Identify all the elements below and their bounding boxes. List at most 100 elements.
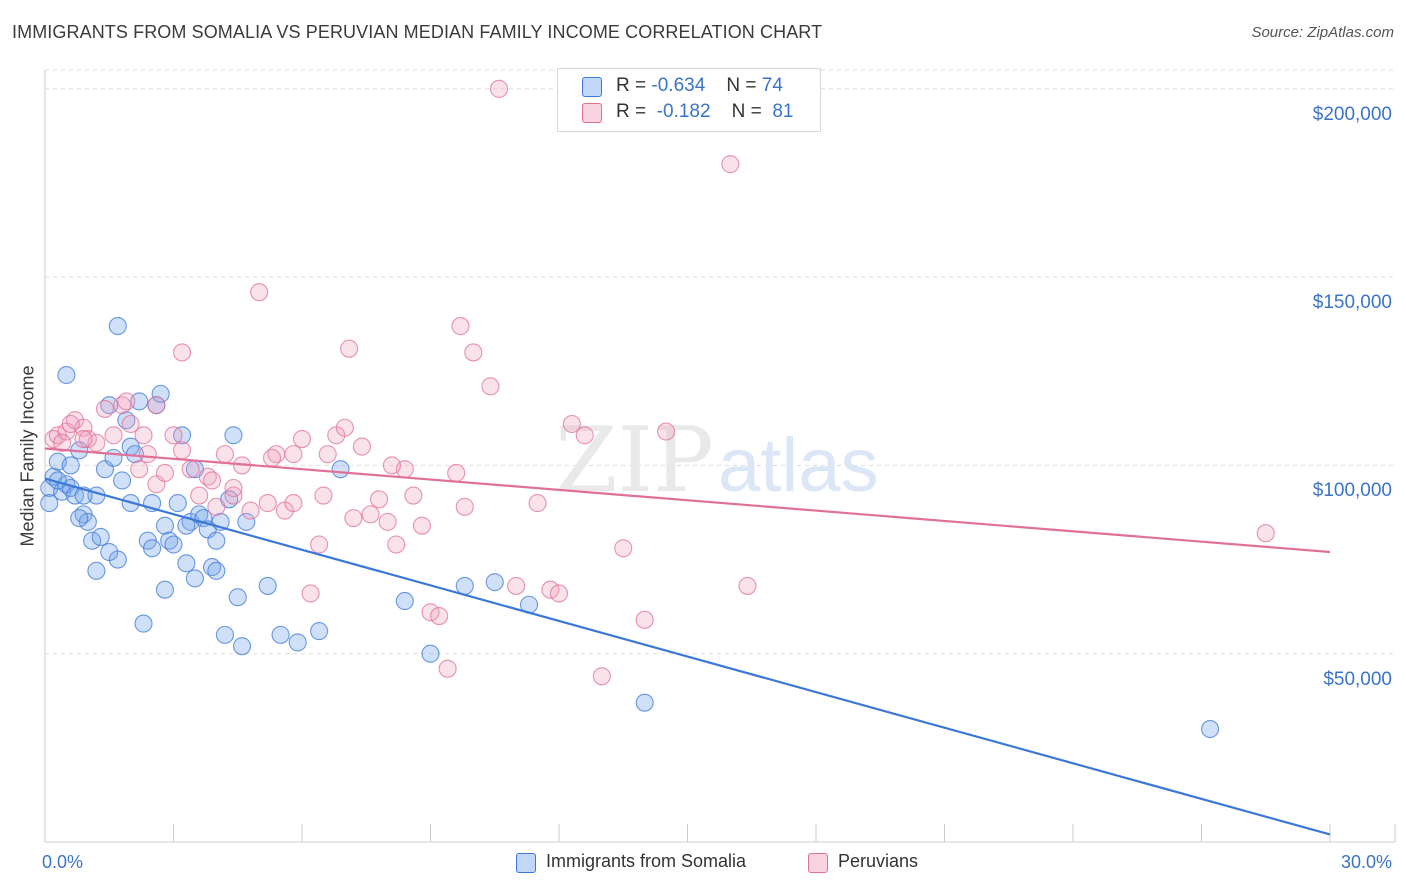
somalia-point-72	[185, 569, 204, 588]
somalia-point-67	[155, 580, 174, 599]
somalia-point-62	[108, 317, 127, 336]
somalia-point-49	[288, 633, 307, 652]
peruvian-point-5	[78, 430, 97, 449]
somalia-point-55	[485, 573, 504, 592]
legend-swatch-blue	[582, 77, 602, 97]
somalia-point-41	[215, 625, 234, 644]
peruvian-point-31	[301, 584, 320, 603]
y-tick-label: $50,000	[1323, 668, 1392, 690]
legend-label-somalia: Immigrants from Somalia	[546, 851, 747, 871]
r-label: R =	[616, 75, 647, 96]
watermark: ZIP atlas	[555, 408, 879, 513]
peruvian-point-61	[635, 610, 654, 629]
somalia-point-51	[331, 460, 350, 479]
peruvian-point-79	[382, 456, 402, 475]
somalia-point-26	[151, 384, 170, 403]
peruvian-point-26	[258, 494, 277, 513]
legend-swatch-somalia	[516, 853, 536, 873]
peruvian-point-46	[430, 606, 449, 626]
somalia-point-12	[91, 527, 110, 547]
somalia-point-59	[40, 494, 59, 513]
peruvian-point-63	[721, 155, 740, 174]
legend-swatch-pink	[582, 103, 602, 123]
n-label: N =	[731, 101, 762, 122]
peruvian-point-64	[738, 576, 757, 595]
peruvian-point-55	[541, 580, 560, 599]
r-value-somalia: -0.634	[651, 75, 706, 96]
source-label: Source: ZipAtlas.com	[1251, 24, 1394, 41]
peruvian-point-51	[481, 377, 500, 396]
peruvian-point-60	[614, 539, 633, 558]
peruvian-point-72	[61, 414, 80, 434]
x-tick-label-min: 0.0%	[42, 852, 84, 872]
somalia-trend-line	[44, 477, 1331, 836]
somalia-point-30	[168, 494, 187, 513]
peruvian-point-52	[489, 79, 509, 98]
peruvian-point-75	[314, 486, 333, 505]
peruvian-point-20	[207, 497, 226, 516]
n-value-peruvians: 81	[772, 101, 794, 122]
somalia-point-32	[177, 554, 196, 573]
peruvian-point-14	[155, 463, 174, 482]
peruvian-point-65	[1256, 524, 1275, 543]
y-tick-label: $100,000	[1312, 480, 1392, 502]
somalia-point-29	[164, 535, 183, 554]
peruvian-point-57	[562, 414, 581, 434]
peruvian-point-32	[310, 535, 329, 554]
peruvian-point-15	[164, 426, 183, 445]
y-tick-label: $150,000	[1312, 292, 1392, 314]
x-tick-label-max: 30.0%	[1340, 852, 1392, 872]
n-value-somalia: 74	[761, 75, 783, 96]
peruvian-point-62	[657, 422, 676, 441]
somalia-point-47	[258, 576, 277, 595]
peruvian-point-33	[318, 445, 337, 464]
peruvian-point-53	[507, 576, 526, 595]
somalia-point-54	[455, 576, 474, 595]
legend-label-peruvians: Peruvians	[838, 851, 919, 871]
somalia-point-71	[143, 539, 162, 558]
peruvian-point-73	[224, 478, 243, 498]
stats-legend: R = -0.634 N = 74 R = -0.182 N = 81	[557, 68, 821, 132]
axes	[44, 70, 1396, 843]
peruvian-point-71	[74, 430, 93, 449]
peruvian-point-8	[104, 426, 123, 445]
peruvian-point-17	[181, 460, 200, 479]
peruvian-point-58	[575, 426, 594, 445]
series-peruvians-points	[44, 79, 1275, 686]
peruvian-point-41	[387, 535, 406, 554]
somalia-point-70	[207, 531, 226, 550]
somalia-point-50	[310, 622, 329, 641]
somalia-point-10	[83, 531, 102, 550]
peruvian-point-12	[138, 445, 157, 464]
peruvian-point-7	[95, 399, 115, 418]
somalia-point-58	[1201, 719, 1220, 739]
legend-swatch-peruvians	[808, 853, 828, 873]
peruvians-trend-line	[44, 447, 1331, 554]
somalia-point-22	[134, 614, 153, 633]
somalia-point-48	[271, 625, 290, 644]
peruvian-point-74	[262, 448, 282, 467]
peruvian-point-36	[344, 509, 363, 528]
peruvian-point-48	[447, 463, 466, 482]
peruvian-point-45	[421, 603, 440, 622]
peruvian-point-59	[592, 667, 611, 686]
peruvian-point-47	[438, 659, 457, 678]
peruvian-point-80	[53, 433, 72, 452]
peruvian-point-54	[528, 494, 547, 513]
peruvian-point-37	[352, 437, 372, 456]
peruvian-point-68	[173, 343, 192, 362]
peruvian-point-10	[121, 414, 140, 434]
series-somalia-points	[40, 317, 1220, 739]
peruvian-point-40	[378, 512, 397, 531]
somalia-point-61	[57, 365, 76, 385]
somalia-point-27	[155, 516, 174, 535]
peruvian-point-78	[284, 494, 303, 513]
somalia-point-65	[87, 561, 106, 580]
somalia-point-15	[104, 448, 123, 467]
somalia-point-43	[224, 426, 243, 445]
r-value-peruvians: -0.182	[656, 101, 711, 122]
peruvian-point-43	[404, 486, 423, 505]
chart-title: IMMIGRANTS FROM SOMALIA VS PERUVIAN MEDI…	[12, 22, 823, 42]
peruvian-point-76	[203, 471, 222, 490]
somalia-point-44	[228, 588, 247, 607]
